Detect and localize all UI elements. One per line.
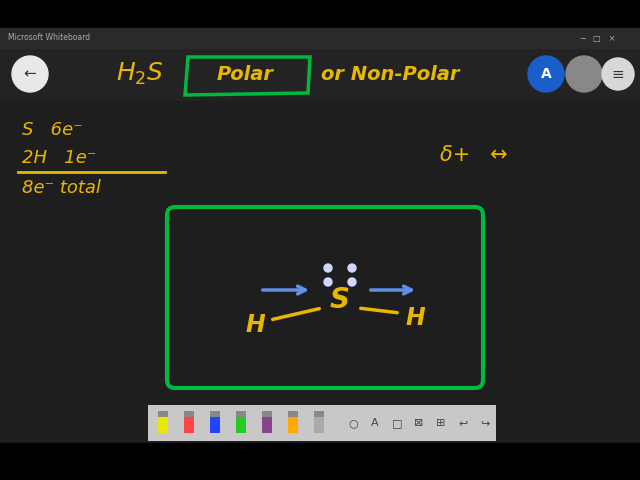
Text: or Non-Polar: or Non-Polar xyxy=(321,65,460,84)
Bar xyxy=(314,411,324,417)
Circle shape xyxy=(528,56,564,92)
Bar xyxy=(262,415,272,433)
Bar xyxy=(288,415,298,433)
Circle shape xyxy=(12,56,48,92)
Text: 2H   1e⁻: 2H 1e⁻ xyxy=(22,149,97,167)
Circle shape xyxy=(324,264,332,272)
Text: S: S xyxy=(330,286,350,314)
Text: ≡: ≡ xyxy=(612,67,625,82)
Text: A: A xyxy=(541,67,552,81)
Bar xyxy=(262,411,272,417)
Text: ←: ← xyxy=(24,67,36,82)
Text: A: A xyxy=(371,418,379,428)
Bar xyxy=(0,28,640,48)
Bar xyxy=(148,405,496,441)
Text: □: □ xyxy=(392,418,403,428)
Text: Polar: Polar xyxy=(216,65,273,84)
Text: Microsoft Whiteboard: Microsoft Whiteboard xyxy=(8,34,90,43)
Bar xyxy=(236,415,246,433)
Bar xyxy=(0,443,640,480)
Bar xyxy=(314,415,324,433)
Bar xyxy=(158,411,168,417)
Bar xyxy=(184,411,194,417)
Circle shape xyxy=(602,58,634,90)
Bar xyxy=(0,0,640,28)
Text: S   6e⁻: S 6e⁻ xyxy=(22,121,83,139)
Circle shape xyxy=(566,56,602,92)
Text: ○: ○ xyxy=(348,418,358,428)
Bar xyxy=(210,411,220,417)
Text: 8e⁻ total: 8e⁻ total xyxy=(22,179,101,197)
Text: $H_2S$: $H_2S$ xyxy=(116,61,164,87)
Bar xyxy=(288,411,298,417)
Text: δ+   ↔: δ+ ↔ xyxy=(440,145,508,165)
Bar xyxy=(158,415,168,433)
Text: ⊠: ⊠ xyxy=(414,418,424,428)
Bar xyxy=(184,415,194,433)
Bar xyxy=(210,415,220,433)
Circle shape xyxy=(324,278,332,286)
Circle shape xyxy=(348,264,356,272)
Text: H: H xyxy=(245,313,265,337)
Bar xyxy=(0,48,640,100)
Text: H: H xyxy=(405,306,425,330)
Text: ⊞: ⊞ xyxy=(436,418,445,428)
Text: ─   □   ×: ─ □ × xyxy=(580,34,616,43)
Text: ↩: ↩ xyxy=(458,418,468,428)
Circle shape xyxy=(348,278,356,286)
Bar xyxy=(236,411,246,417)
Text: ↪: ↪ xyxy=(480,418,490,428)
